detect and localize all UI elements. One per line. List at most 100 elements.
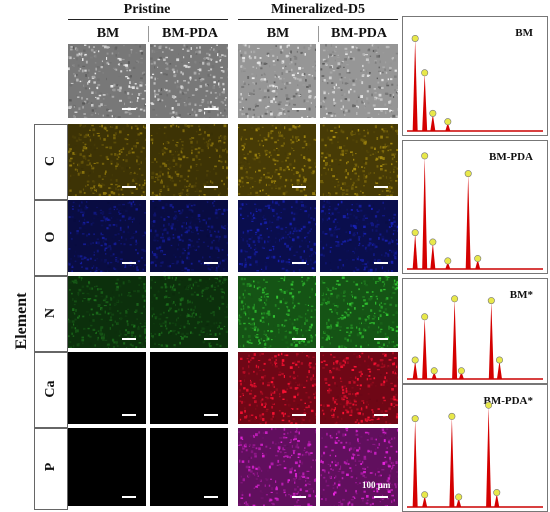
eds-peak xyxy=(412,419,418,507)
eds-peak xyxy=(412,233,418,269)
micrograph-tile xyxy=(320,428,401,509)
scale-bar xyxy=(292,108,306,110)
eds-peak-marker xyxy=(430,367,438,375)
column-header-bm-pristine: BM xyxy=(96,26,120,41)
micrograph-tile xyxy=(68,124,149,198)
eds-peak xyxy=(496,361,502,379)
eds-peak-marker xyxy=(455,493,463,501)
scale-bar xyxy=(374,496,388,498)
scale-bar xyxy=(204,186,218,188)
scale-bar xyxy=(122,414,136,416)
scale-bar xyxy=(204,338,218,340)
scale-bar xyxy=(122,186,136,188)
eds-peak xyxy=(431,371,437,379)
row-label-box: O xyxy=(34,200,68,276)
scale-bar xyxy=(374,186,388,188)
eds-peak-marker xyxy=(421,152,429,160)
scale-bar xyxy=(292,262,306,264)
eds-peak-marker xyxy=(421,491,429,499)
eds-peak xyxy=(412,361,418,379)
eds-peak xyxy=(456,498,462,507)
eds-peak-marker xyxy=(495,356,503,364)
eds-peak-marker xyxy=(493,489,501,497)
micrograph-tile xyxy=(238,352,319,427)
scale-bar-label: 100 μm xyxy=(362,480,391,490)
eds-peak xyxy=(422,317,428,379)
eds-peak xyxy=(445,122,451,131)
eds-peak-marker xyxy=(457,367,465,375)
micrograph-tile xyxy=(238,200,318,274)
scale-bar xyxy=(292,338,306,340)
eds-peak xyxy=(422,73,428,131)
eds-spectrum-label: BM-PDA* xyxy=(483,395,534,407)
eds-spectrum-panel: BM-PDA* xyxy=(402,384,548,512)
micrograph-tile xyxy=(238,44,318,121)
eds-spectrum-panel: BM* xyxy=(402,278,548,384)
micrograph-tile xyxy=(150,428,228,506)
micrograph-tile xyxy=(320,352,400,426)
eds-peak xyxy=(494,493,500,507)
eds-peak-marker xyxy=(448,412,456,420)
eds-peak-marker xyxy=(444,257,452,265)
eds-peak-marker xyxy=(411,356,419,364)
scale-bar xyxy=(374,414,388,416)
micrograph-tile xyxy=(68,352,146,424)
eds-peak xyxy=(445,261,451,269)
scale-bar xyxy=(122,338,136,340)
scale-bar xyxy=(374,262,388,264)
scale-bar xyxy=(122,496,136,498)
eds-peak xyxy=(430,114,436,131)
eds-peak xyxy=(486,406,492,507)
column-divider xyxy=(148,26,149,42)
group-header-pristine: Pristine xyxy=(123,2,171,17)
group-underline-mineralized xyxy=(238,19,398,20)
row-label-box: N xyxy=(34,276,68,352)
scale-bar xyxy=(204,108,218,110)
scale-bar xyxy=(204,496,218,498)
eds-spectrum-label: BM* xyxy=(509,289,533,301)
column-header-bmpda-pristine: BM-PDA xyxy=(162,26,218,41)
micrograph-grid xyxy=(68,44,401,509)
micrograph-tile xyxy=(68,428,146,506)
group-underline-pristine xyxy=(68,19,228,20)
eds-peak-marker xyxy=(411,229,419,237)
eds-peak xyxy=(449,417,455,507)
micrograph-tile xyxy=(150,276,231,351)
micrograph-tile xyxy=(320,44,400,120)
column-header-bmpda-mineralized: BM-PDA xyxy=(331,26,387,41)
scale-bar xyxy=(292,414,306,416)
eds-spectrum-panel: BM-PDA xyxy=(402,140,548,274)
scale-bar xyxy=(122,262,136,264)
scale-bar xyxy=(374,108,388,110)
eds-spectrum-label: BM-PDA xyxy=(489,151,533,163)
micrograph-tile xyxy=(320,124,400,199)
micrograph-tile xyxy=(150,44,231,121)
micrograph-tile xyxy=(320,276,401,350)
eds-spectrum-panel: BM xyxy=(402,16,548,136)
micrograph-tile xyxy=(68,200,148,274)
row-label-box: P xyxy=(34,428,68,510)
micrograph-tile xyxy=(238,276,318,351)
eds-peak-marker xyxy=(485,401,493,409)
eds-peak xyxy=(465,174,471,269)
eds-peak xyxy=(422,156,428,269)
eds-peak-marker xyxy=(421,69,429,77)
eds-peak xyxy=(452,299,458,379)
eds-peak-marker xyxy=(487,297,495,305)
eds-peak-marker xyxy=(444,118,452,126)
micrograph-tile xyxy=(68,44,147,121)
micrograph-tile xyxy=(150,352,228,424)
eds-peak-marker xyxy=(464,170,472,178)
scale-bar xyxy=(122,108,136,110)
micrograph-tile xyxy=(150,200,231,274)
micrograph-tile xyxy=(320,200,401,274)
scale-bar xyxy=(204,262,218,264)
eds-peak-marker xyxy=(474,255,482,263)
scale-bar xyxy=(204,414,218,416)
eds-peak xyxy=(412,39,418,132)
scale-bar xyxy=(374,338,388,340)
micrograph-tile xyxy=(238,428,318,508)
eds-peak-marker xyxy=(411,415,419,423)
eds-peak xyxy=(430,243,436,269)
eds-peak-marker xyxy=(421,313,429,321)
